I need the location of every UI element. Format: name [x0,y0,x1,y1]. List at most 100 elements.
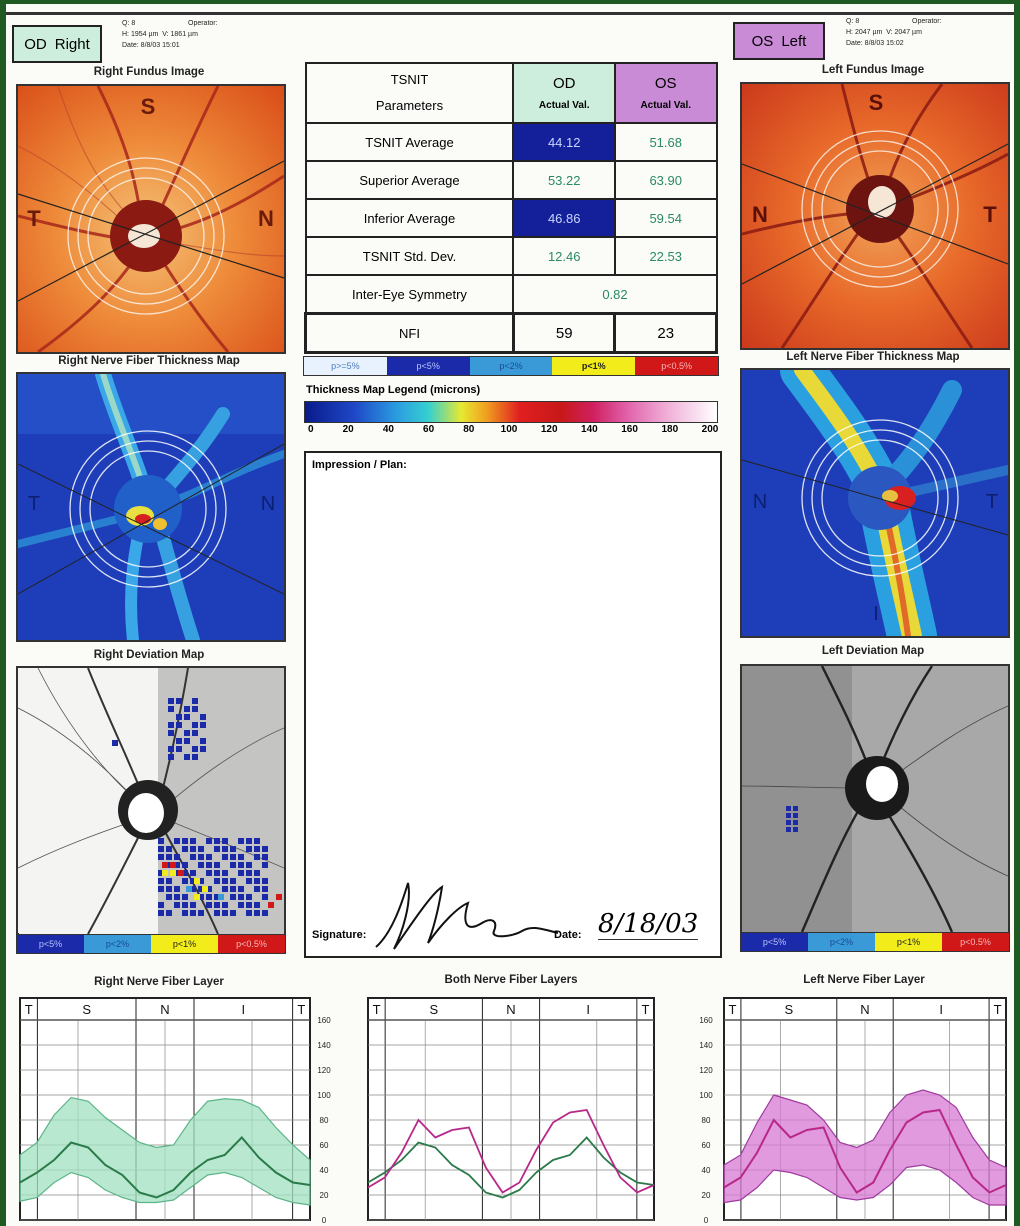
left-deviation-map [740,664,1010,934]
deviation-cell [166,854,172,860]
deviation-cell [174,894,180,900]
deviation-cell [166,878,172,884]
right-nfl-title: Right Nerve Fiber Layer [94,976,224,988]
series-line [19,1136,311,1199]
y-tick-label: 80 [702,1116,711,1125]
y-tick-label: 120 [317,1066,331,1075]
right-thickness-map: T N [16,372,286,642]
deviation-cell [254,910,260,916]
deviation-cell [222,870,228,876]
deviation-cell [158,838,164,844]
legend-tick: 100 [500,424,518,435]
deviation-cell [162,870,168,876]
deviation-cell [190,886,196,892]
sig-legend-p1: p<1% [552,357,636,375]
deviation-cell [182,910,188,916]
deviation-cell [158,870,164,876]
sector-label: T [728,1002,736,1017]
sig-legend-p2: p<2% [469,357,553,375]
deviation-cell [254,870,260,876]
deviation-cell [254,846,260,852]
right-fundus-image: S T N [16,84,286,354]
deviation-cell [174,902,180,908]
deviation-cell [174,870,180,876]
date-label: Date: [554,929,582,941]
deviation-cell [238,902,244,908]
sig-p2-left: p<2% [808,933,875,951]
deviation-cell [230,886,236,892]
tsnit-os-header: OS Actual Val. [613,62,718,124]
deviation-cell [206,894,212,900]
right-thickness-title: Right Nerve Fiber Thickness Map [58,355,240,367]
deviation-cell [158,910,164,916]
y-tick-label: 40 [702,1166,711,1175]
sig-p05: p<0.5% [218,935,285,953]
deviation-cell [246,902,252,908]
deviation-cell [254,878,260,884]
legend-tick: 200 [701,424,719,435]
right-map-n-label: N [261,493,275,515]
deviation-cell [793,820,798,825]
legend-tick: 80 [463,424,475,435]
sig-legend-p05: p<0.5% [635,357,718,375]
deviation-cell [793,827,798,832]
sector-label: I [939,1002,943,1017]
deviation-cell [206,886,212,892]
deviation-cell [230,910,236,916]
impression-box: Impression / Plan: Signature: Date: 8/18… [304,451,722,958]
normal-band [723,1089,1007,1206]
od-side: Right [54,35,90,53]
signature-scribble [375,882,559,950]
left-fundus-n-label: N [752,202,768,227]
deviation-cell [192,746,198,752]
y-tick-label: 20 [320,1191,329,1200]
deviation-cell [182,902,188,908]
deviation-cell [174,862,180,868]
right-fundus-s-label: S [141,94,156,119]
sig-legend-p5: p<5% [386,357,470,375]
od-superior-average: 53.22 [512,160,616,200]
legend-tick: 180 [661,424,679,435]
od-eye-label: OD Right [12,25,102,63]
od-inferior-average: 46.86 [512,198,616,238]
deviation-cell [222,886,228,892]
deviation-cell [166,910,172,916]
deviation-cell [190,902,196,908]
left-fundus-image: S N T [740,82,1010,350]
tsnit-row-stddev: TSNIT Std. Dev. 12.46 22.53 [304,236,718,276]
deviation-cell [238,886,244,892]
deviation-cell [262,910,268,916]
deviation-cell [192,698,198,704]
legend-tick: 20 [342,424,354,435]
deviation-cell [168,706,174,712]
deviation-cell [793,813,798,818]
deviation-cell [230,862,236,868]
legend-tick: 160 [621,424,638,435]
deviation-cell [206,902,212,908]
legend-tick: 140 [581,424,598,435]
deviation-cell [214,910,220,916]
y-tick-label: 60 [702,1141,711,1150]
deviation-cell [178,870,184,876]
deviation-cell [246,910,252,916]
left-map-n-label: N [753,491,767,513]
os-eye-label: OS Left [733,22,825,60]
deviation-cell [246,846,252,852]
deviation-cell [184,754,190,760]
deviation-cell [176,698,182,704]
thickness-legend-bar [304,401,718,423]
sig-p5-left: p<5% [741,933,808,951]
deviation-cell [184,706,190,712]
y-tick-label: 160 [317,1016,331,1025]
od-std-dev: 12.46 [512,236,616,276]
deviation-cell [198,862,204,868]
left-fundus-t-label: T [983,202,997,227]
sector-label: T [297,1002,305,1017]
deviation-cell [230,894,236,900]
deviation-cell [254,854,260,860]
left-map-t-label: T [986,491,998,513]
deviation-cell [198,878,204,884]
deviation-cell [200,722,206,728]
deviation-cell [206,838,212,844]
